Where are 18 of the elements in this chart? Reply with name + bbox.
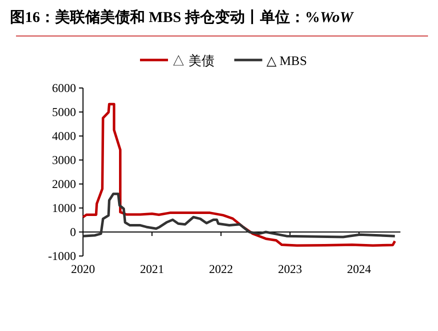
line-series — [82, 192, 396, 238]
y-tick-label: 4000 — [52, 129, 76, 143]
y-tick-label: 1000 — [52, 201, 76, 215]
x-tick-label: 2021 — [140, 262, 164, 276]
line-series — [82, 102, 396, 247]
y-tick-label: 5000 — [52, 105, 76, 119]
x-tick-label: 2024 — [347, 262, 371, 276]
y-tick-label: -1000 — [48, 249, 76, 263]
y-tick-label: 0 — [70, 225, 76, 239]
x-tick-label: 2020 — [71, 262, 95, 276]
x-tick-label: 2023 — [278, 262, 302, 276]
y-tick-label: 6000 — [52, 81, 76, 95]
legend-label: △ 美债 — [172, 53, 214, 68]
y-tick-label: 2000 — [52, 177, 76, 191]
x-tick-label: 2022 — [209, 262, 233, 276]
chart-title: 图16：美联储美债和 MBS 持仓变动丨单位：%WoW — [10, 8, 355, 26]
y-tick-label: 3000 — [52, 153, 76, 167]
legend-label: △ MBS — [266, 53, 307, 68]
